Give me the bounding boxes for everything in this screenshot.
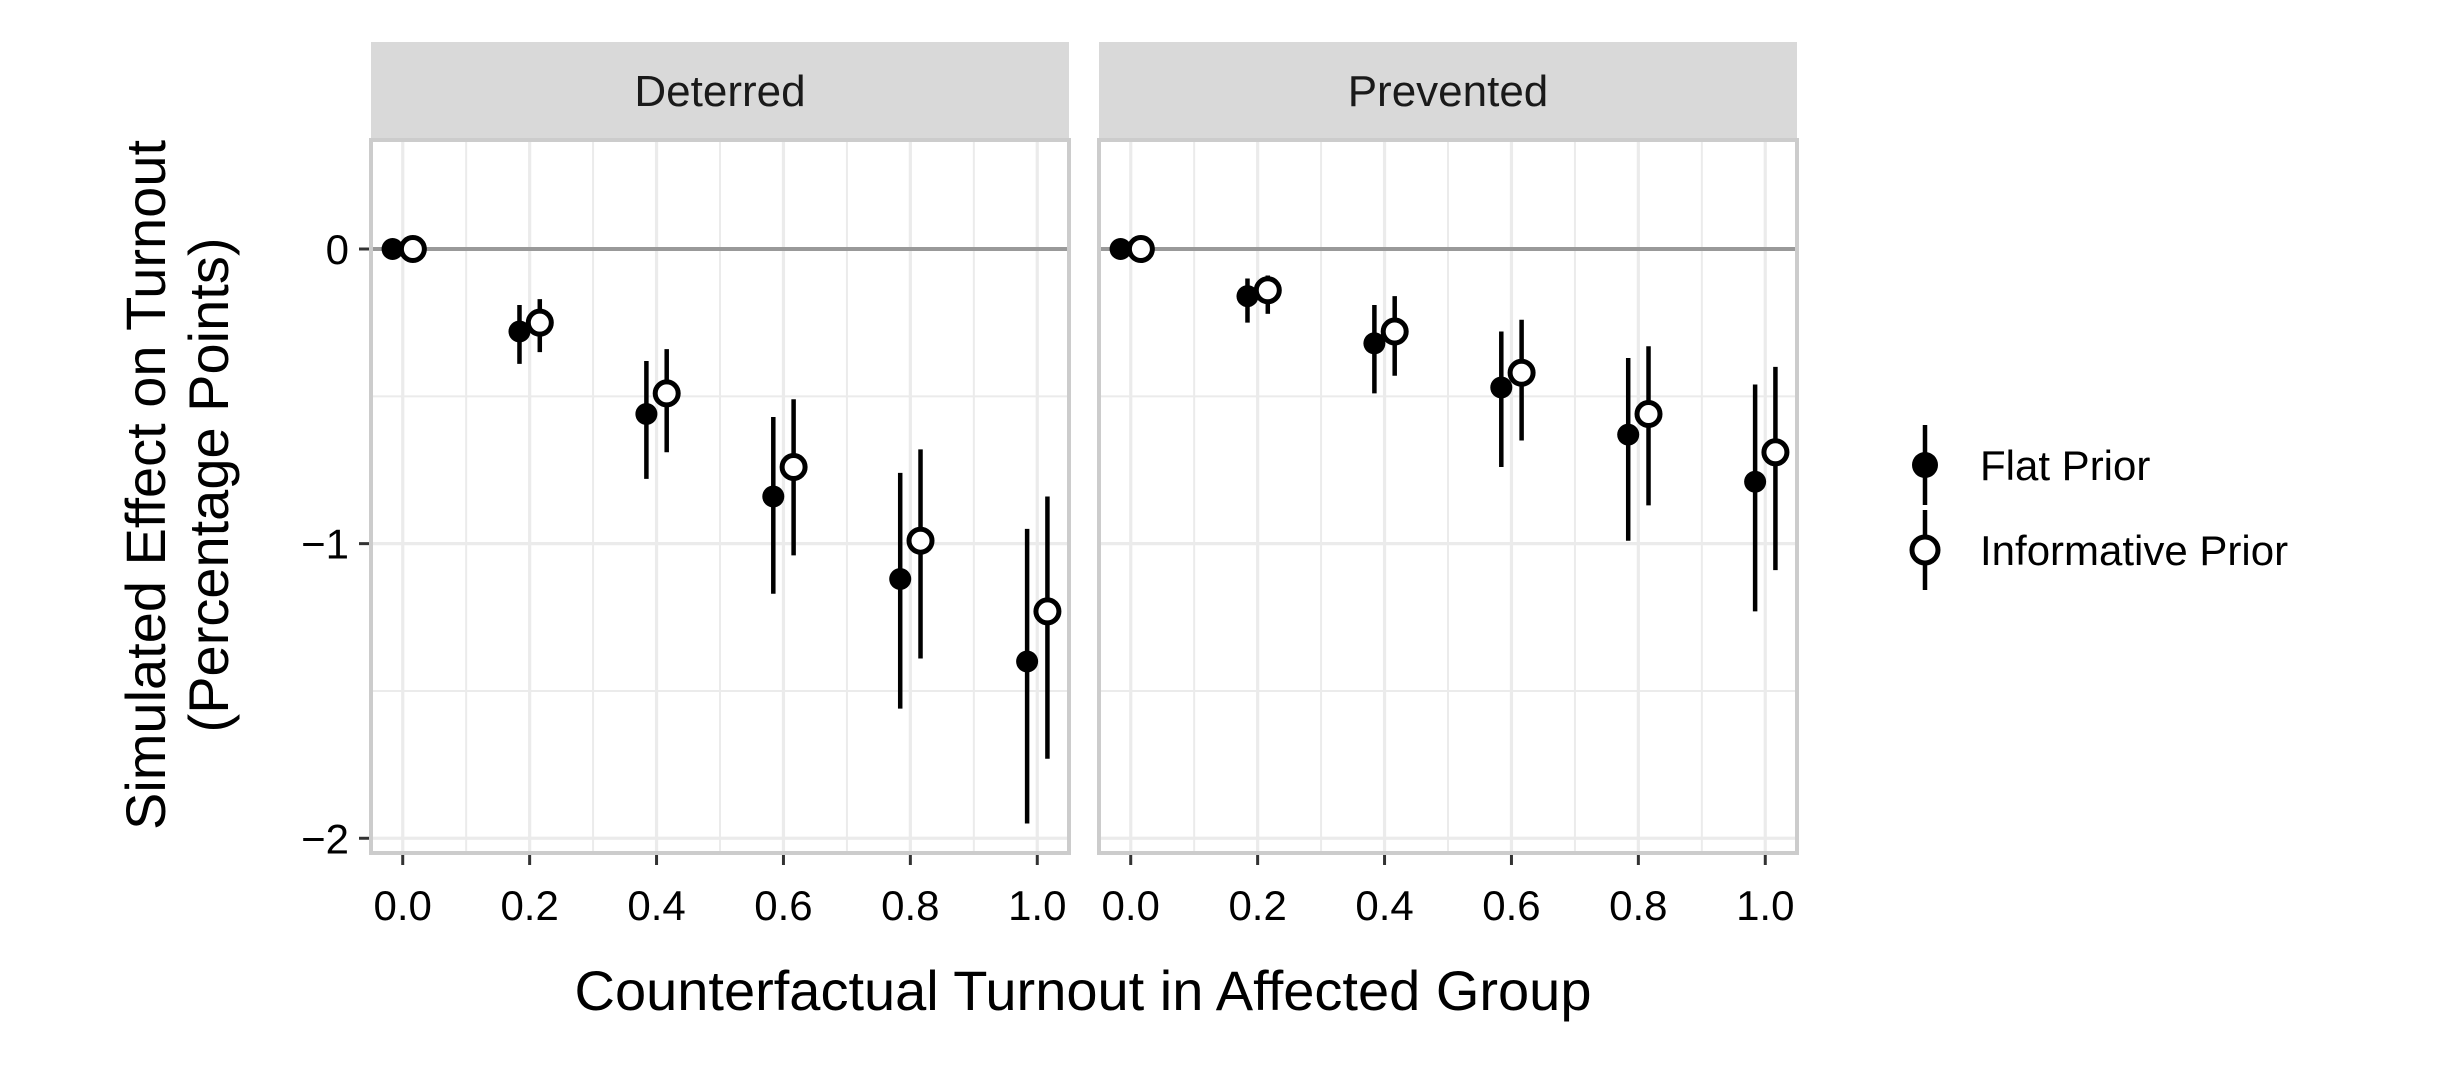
x-tick-label: 0.0 xyxy=(1102,882,1160,929)
x-tick-label: 1.0 xyxy=(1008,882,1066,929)
x-tick-label: 0.8 xyxy=(881,882,939,929)
y-tick-label: −1 xyxy=(301,521,349,568)
y-tick-label: −2 xyxy=(301,815,349,862)
point-informative-prior xyxy=(1253,276,1282,305)
point-flat-prior xyxy=(1016,650,1039,673)
legend-key-point xyxy=(1912,452,1938,478)
point-flat-prior xyxy=(508,320,531,343)
legend-key-point xyxy=(1909,534,1941,566)
point-informative-prior xyxy=(906,526,935,555)
point-flat-prior xyxy=(1236,285,1259,308)
point-informative-prior xyxy=(1126,235,1155,264)
legend-label: Flat Prior xyxy=(1980,442,2150,489)
x-tick-label: 0.2 xyxy=(500,882,558,929)
legend-label: Informative Prior xyxy=(1980,527,2288,574)
x-tick-label: 0.4 xyxy=(627,882,685,929)
point-informative-prior xyxy=(525,308,554,337)
point-flat-prior xyxy=(1490,376,1513,399)
x-axis-title: Counterfactual Turnout in Affected Group xyxy=(575,959,1592,1022)
legend-item-informative-prior: Informative Prior xyxy=(1909,510,2288,590)
point-informative-prior xyxy=(652,379,681,408)
point-flat-prior xyxy=(1617,423,1640,446)
point-flat-prior xyxy=(762,485,785,508)
point-flat-prior xyxy=(1363,332,1386,355)
point-informative-prior xyxy=(1380,317,1409,346)
point-informative-prior xyxy=(398,235,427,264)
y-tick-label: 0 xyxy=(326,226,349,273)
facet-strip-label: Deterred xyxy=(634,67,805,116)
facet-panel-prevented: Prevented xyxy=(1097,42,1799,855)
facet-strip-label: Prevented xyxy=(1348,67,1549,116)
facet-panel-deterred: Deterred xyxy=(369,42,1071,855)
legend-item-flat-prior: Flat Prior xyxy=(1912,425,2150,505)
x-tick-label: 0.2 xyxy=(1228,882,1286,929)
facet-strip xyxy=(371,42,1069,140)
point-informative-prior xyxy=(1507,358,1536,387)
y-axis-title-line-2: (Percentage Points) xyxy=(177,238,240,733)
point-flat-prior xyxy=(635,403,658,426)
point-informative-prior xyxy=(1761,438,1790,467)
point-informative-prior xyxy=(779,453,808,482)
y-axis-title-line-1: Simulated Effect on Turnout xyxy=(114,140,177,830)
x-tick-label: 0.6 xyxy=(754,882,812,929)
x-tick-label: 0.4 xyxy=(1355,882,1413,929)
point-flat-prior xyxy=(1744,470,1767,493)
point-flat-prior xyxy=(889,567,912,590)
point-flat-prior xyxy=(1109,238,1132,261)
x-tick-label: 1.0 xyxy=(1736,882,1794,929)
facet-strip xyxy=(1099,42,1797,140)
point-informative-prior xyxy=(1634,400,1663,429)
panel-border xyxy=(1097,138,1799,855)
point-flat-prior xyxy=(381,238,404,261)
x-tick-label: 0.6 xyxy=(1482,882,1540,929)
x-tick-label: 0.0 xyxy=(374,882,432,929)
panel-border xyxy=(369,138,1071,855)
point-informative-prior xyxy=(1033,597,1062,626)
x-tick-label: 0.8 xyxy=(1609,882,1667,929)
